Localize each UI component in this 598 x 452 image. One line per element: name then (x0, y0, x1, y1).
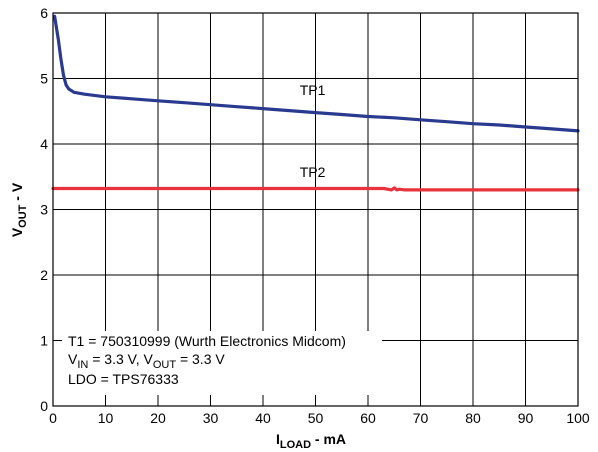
series-label-tp2: TP2 (300, 164, 326, 180)
x-axis-title-suffix: - mA (311, 431, 346, 447)
x-tick-label: 90 (518, 410, 534, 426)
x-tick-label: 40 (255, 410, 271, 426)
x-tick-label: 100 (566, 410, 590, 426)
y-tick-label: 2 (40, 267, 48, 283)
annotation-text: = 3.3 V, V (88, 351, 153, 367)
series-line-tp2 (51, 186, 580, 192)
annotation-subscript: OUT (153, 359, 177, 371)
x-tick-label: 20 (150, 410, 166, 426)
x-axis-title-main: I (276, 431, 280, 447)
annotation-line-2: VIN = 3.3 V, VOUT = 3.3 V (68, 351, 225, 371)
x-tick-label: 30 (203, 410, 219, 426)
x-tick-labels: 0 10 20 30 40 50 60 70 80 90 100 (49, 410, 590, 426)
series-layer (51, 14, 580, 192)
x-axis-title-sub: LOAD (280, 439, 311, 451)
series-label-tp1: TP1 (300, 82, 326, 98)
y-axis-title-suffix: - V (9, 182, 25, 204)
x-tick-label: 60 (360, 410, 376, 426)
annotation-line-1: T1 = 750310999 (Wurth Electronics Midcom… (68, 333, 346, 349)
y-axis-title-sub: OUT (17, 204, 29, 228)
annotation-text: = 3.3 V (176, 351, 225, 367)
y-axis-title: VOUT - V (9, 182, 29, 237)
x-tick-label: 70 (413, 410, 429, 426)
plot-frame (52, 12, 579, 407)
y-tick-label: 3 (40, 202, 48, 218)
y-tick-label: 5 (40, 71, 48, 87)
y-tick-labels: 0 1 2 3 4 5 6 (40, 5, 48, 414)
x-tick-label: 80 (465, 410, 481, 426)
annotation-text: V (68, 351, 78, 367)
series-line-tp1 (53, 14, 580, 133)
y-tick-label: 4 (40, 136, 48, 152)
x-tick-label: 0 (49, 410, 57, 426)
series-labels: TP1 TP2 (300, 82, 326, 180)
y-tick-label: 1 (40, 333, 48, 349)
x-axis-title: ILOAD - mA (276, 431, 346, 451)
y-axis-title-main: V (9, 227, 25, 237)
x-tick-label: 50 (308, 410, 324, 426)
y-tick-label: 0 (40, 398, 48, 414)
y-tick-label: 6 (40, 5, 48, 21)
annotation-box (62, 331, 382, 395)
annotation-line-3: LDO = TPS76333 (68, 371, 179, 387)
x-tick-label: 10 (98, 410, 114, 426)
annotation-subscript: IN (77, 359, 88, 371)
